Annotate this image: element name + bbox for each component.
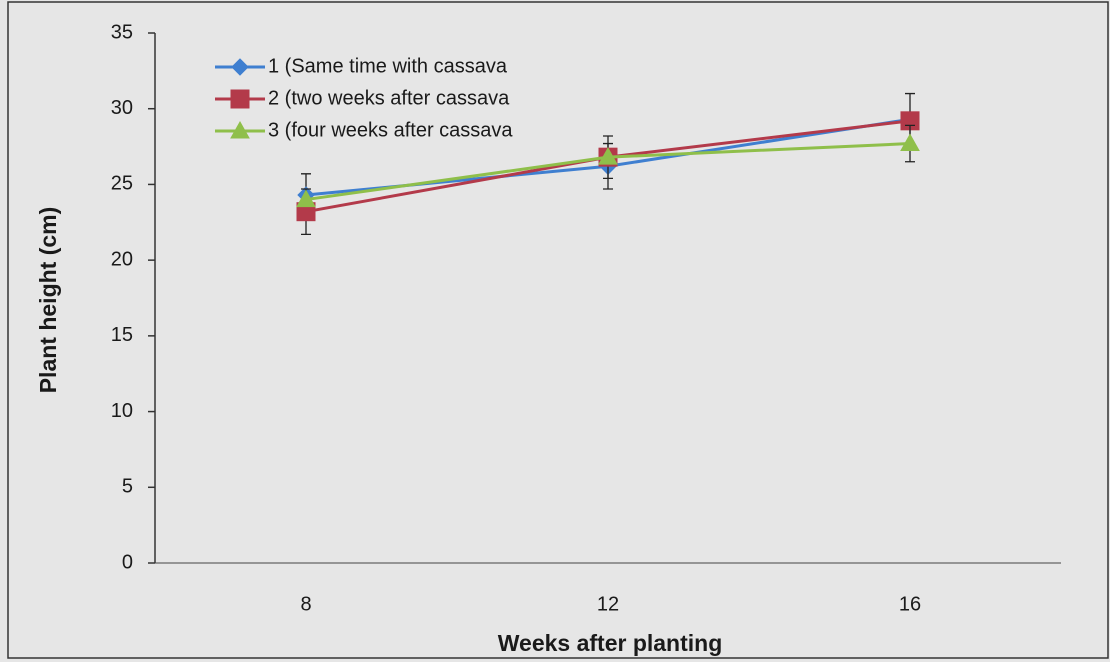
y-tick-label: 5 (122, 476, 133, 498)
y-tick-label: 15 (111, 324, 133, 346)
legend-marker (230, 89, 250, 109)
x-tick-label: 12 (597, 593, 619, 615)
legend-label: 2 (two weeks after cassava (268, 87, 510, 109)
legend-label: 3 (four weeks after cassava (268, 119, 513, 141)
legend-marker (231, 58, 249, 76)
y-tick-label: 35 (111, 21, 133, 43)
legend-label: 1 (Same time with cassava (268, 55, 508, 77)
x-tick-label: 8 (300, 593, 311, 615)
legend-marker (230, 120, 250, 139)
x-tick-label: 16 (899, 593, 921, 615)
point (296, 189, 316, 208)
y-tick-label: 30 (111, 97, 133, 119)
point (900, 133, 920, 152)
y-tick-label: 10 (111, 400, 133, 422)
y-axis-title: Plant height (cm) (35, 207, 61, 394)
y-tick-label: 0 (122, 551, 133, 573)
point (598, 147, 618, 165)
y-tick-label: 20 (111, 248, 133, 270)
x-axis-title: Weeks after planting (498, 630, 723, 656)
y-tick-label: 25 (111, 173, 133, 195)
chart-frame (7, 1, 1109, 659)
